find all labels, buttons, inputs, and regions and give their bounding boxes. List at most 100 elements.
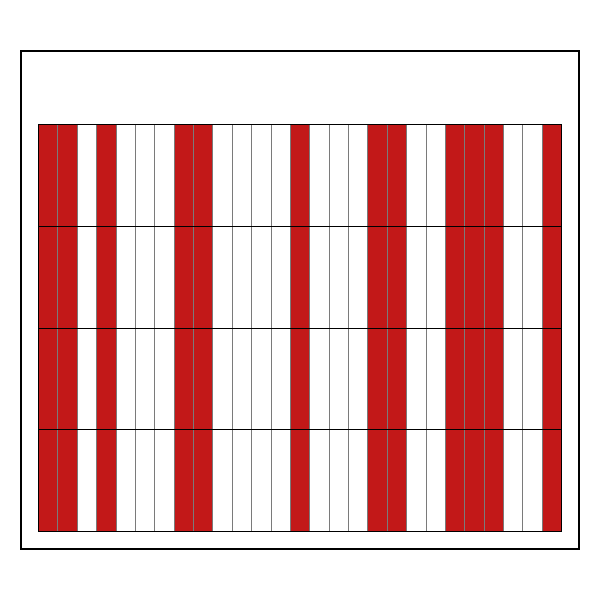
storage-slot <box>155 329 174 430</box>
storage-slot <box>407 227 426 328</box>
storage-slot <box>407 329 426 430</box>
storage-slot <box>97 125 116 226</box>
storage-slot <box>175 329 194 430</box>
storage-slot <box>523 329 542 430</box>
storage-slot <box>233 227 252 328</box>
storage-slot <box>310 125 329 226</box>
storage-slot <box>291 227 310 328</box>
storage-slot <box>310 227 329 328</box>
storage-slot <box>407 125 426 226</box>
storage-slot <box>78 227 97 328</box>
storage-slot <box>388 227 407 328</box>
storage-row <box>38 430 562 532</box>
storage-slot <box>272 430 291 531</box>
storage-slot <box>349 329 368 430</box>
storage-slot <box>427 125 446 226</box>
storage-slot <box>330 227 349 328</box>
storage-slot <box>523 430 542 531</box>
storage-row <box>38 329 562 431</box>
storage-slot <box>368 329 387 430</box>
storage-slot <box>368 430 387 531</box>
storage-slot <box>252 430 271 531</box>
storage-slot <box>78 430 97 531</box>
storage-slot <box>368 227 387 328</box>
storage-slot <box>446 227 465 328</box>
storage-slot <box>388 430 407 531</box>
inner-area <box>38 68 562 532</box>
storage-slot <box>233 125 252 226</box>
storage-slot <box>504 227 523 328</box>
storage-slot <box>485 125 504 226</box>
storage-slot <box>97 227 116 328</box>
storage-slot <box>330 125 349 226</box>
storage-slot <box>407 430 426 531</box>
storage-slot <box>349 430 368 531</box>
storage-slot <box>39 227 58 328</box>
storage-slot <box>291 430 310 531</box>
storage-slot <box>194 227 213 328</box>
storage-slot <box>252 329 271 430</box>
storage-slot <box>97 430 116 531</box>
storage-slot <box>523 227 542 328</box>
storage-slot <box>39 125 58 226</box>
storage-slot <box>136 227 155 328</box>
storage-slot <box>523 125 542 226</box>
outer-frame <box>20 50 580 550</box>
storage-slot <box>504 430 523 531</box>
storage-slot <box>78 329 97 430</box>
storage-slot <box>543 329 561 430</box>
storage-slot <box>194 125 213 226</box>
storage-slot <box>465 125 484 226</box>
storage-slot <box>136 430 155 531</box>
storage-slot <box>155 227 174 328</box>
storage-slot <box>485 430 504 531</box>
storage-slot <box>58 430 77 531</box>
storage-slot <box>272 227 291 328</box>
storage-slot <box>213 430 232 531</box>
storage-slot <box>58 227 77 328</box>
storage-slot <box>252 125 271 226</box>
storage-slot <box>543 227 561 328</box>
storage-slot <box>155 125 174 226</box>
storage-slot <box>272 329 291 430</box>
storage-slot <box>465 430 484 531</box>
storage-slot <box>485 329 504 430</box>
storage-slot <box>117 227 136 328</box>
storage-slot <box>213 125 232 226</box>
storage-slot <box>117 125 136 226</box>
storage-slot <box>349 227 368 328</box>
storage-slot <box>427 329 446 430</box>
storage-slot <box>78 125 97 226</box>
storage-slot <box>330 430 349 531</box>
storage-slot <box>175 227 194 328</box>
storage-slot <box>58 125 77 226</box>
storage-slot <box>485 227 504 328</box>
storage-slot <box>213 227 232 328</box>
storage-slot <box>97 329 116 430</box>
storage-slot <box>388 125 407 226</box>
storage-slot <box>427 227 446 328</box>
storage-slot <box>291 329 310 430</box>
storage-slot <box>465 329 484 430</box>
storage-slot <box>543 125 561 226</box>
storage-slot <box>175 125 194 226</box>
header-gap <box>38 68 562 124</box>
storage-slot <box>446 125 465 226</box>
storage-slot <box>272 125 291 226</box>
storage-slot <box>349 125 368 226</box>
storage-row <box>38 227 562 329</box>
storage-slot <box>368 125 387 226</box>
storage-slot <box>504 329 523 430</box>
storage-slot <box>446 329 465 430</box>
storage-diagram <box>20 50 580 550</box>
storage-slot <box>39 430 58 531</box>
storage-slot <box>39 329 58 430</box>
storage-slot <box>465 227 484 328</box>
storage-slot <box>291 125 310 226</box>
storage-slot <box>427 430 446 531</box>
storage-slot <box>233 329 252 430</box>
storage-slot <box>310 430 329 531</box>
storage-slot <box>233 430 252 531</box>
storage-slot <box>117 430 136 531</box>
storage-slot <box>175 430 194 531</box>
